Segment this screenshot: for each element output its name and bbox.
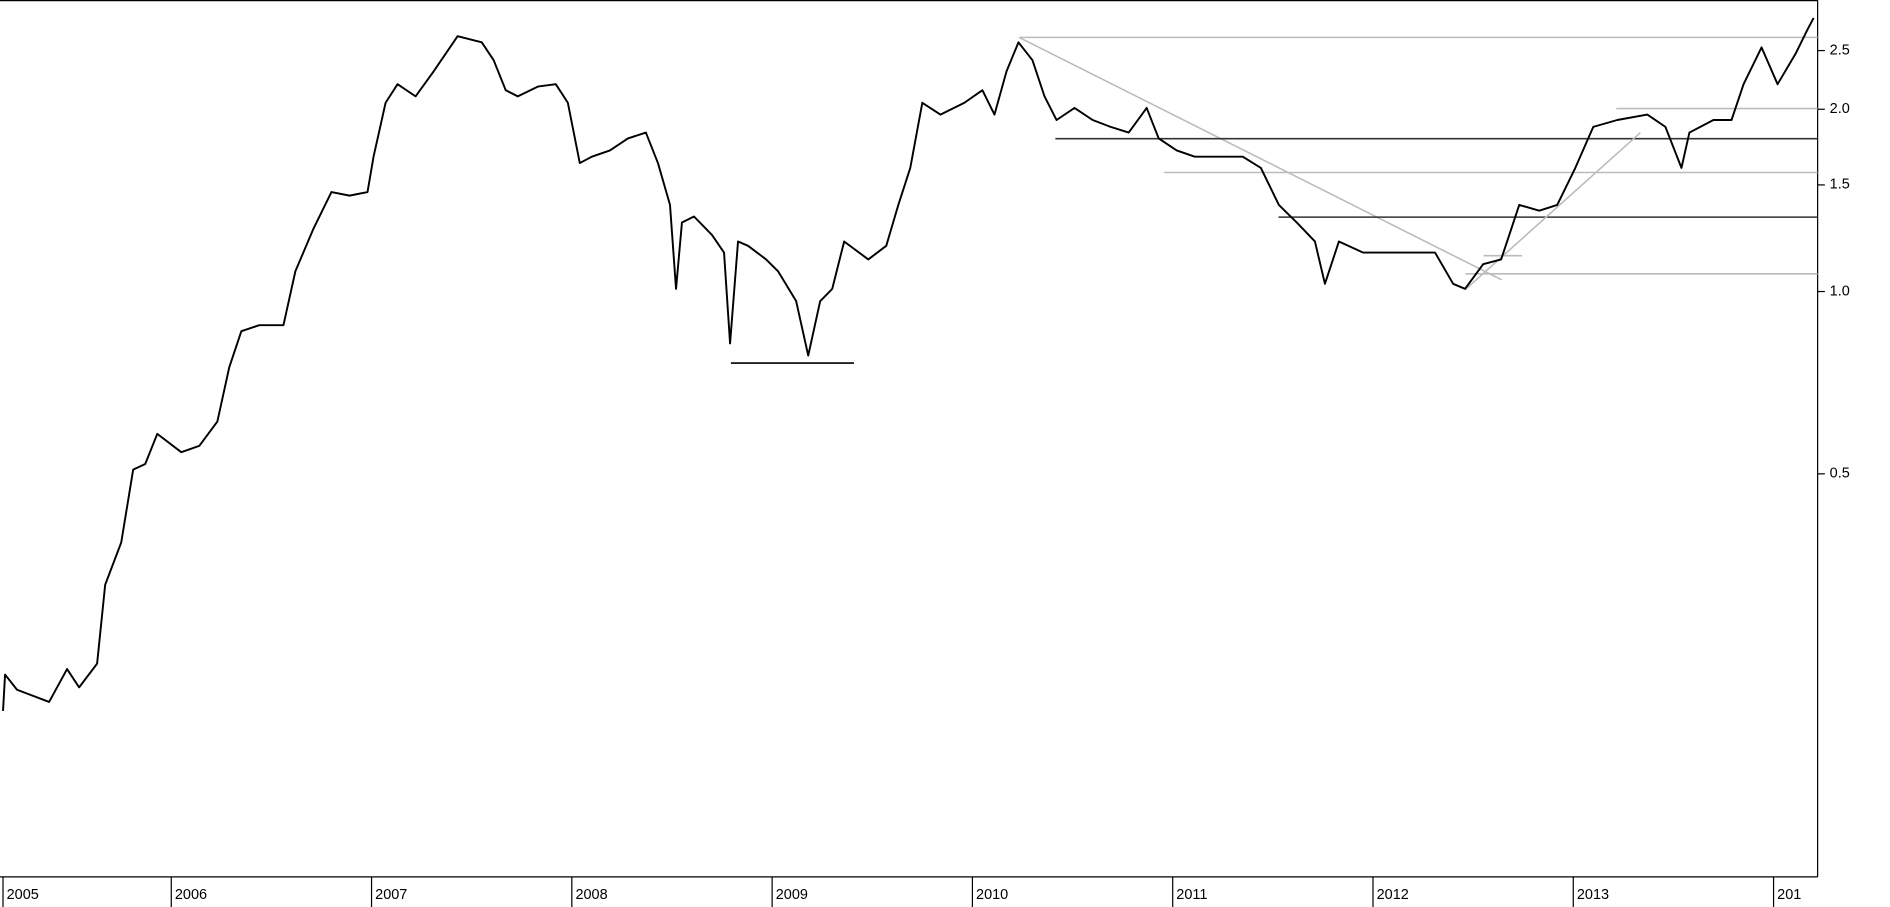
x-tick-label: 2009 <box>776 887 808 903</box>
x-tick-label: 201 <box>1777 887 1801 903</box>
x-tick-label: 2008 <box>575 887 607 903</box>
x-tick-label: 2007 <box>375 887 407 903</box>
y-tick-label: 2.5 <box>1830 42 1850 58</box>
x-tick-label: 2010 <box>976 887 1008 903</box>
y-tick-label: 2.0 <box>1830 101 1850 117</box>
trend-line <box>1018 36 1502 281</box>
y-tick-label: 0.5 <box>1830 466 1850 482</box>
x-tick-label: 2005 <box>7 887 39 903</box>
x-tick-label: 2006 <box>175 887 207 903</box>
y-tick-label: 1.0 <box>1830 283 1850 299</box>
y-tick-label: 1.5 <box>1830 177 1850 193</box>
x-tick-label: 2012 <box>1377 887 1409 903</box>
trend-line <box>1464 132 1641 291</box>
price-line <box>2 17 1815 711</box>
x-tick-label: 2011 <box>1176 887 1207 903</box>
annotations <box>730 36 1818 364</box>
x-tick-label: 2013 <box>1577 887 1609 903</box>
